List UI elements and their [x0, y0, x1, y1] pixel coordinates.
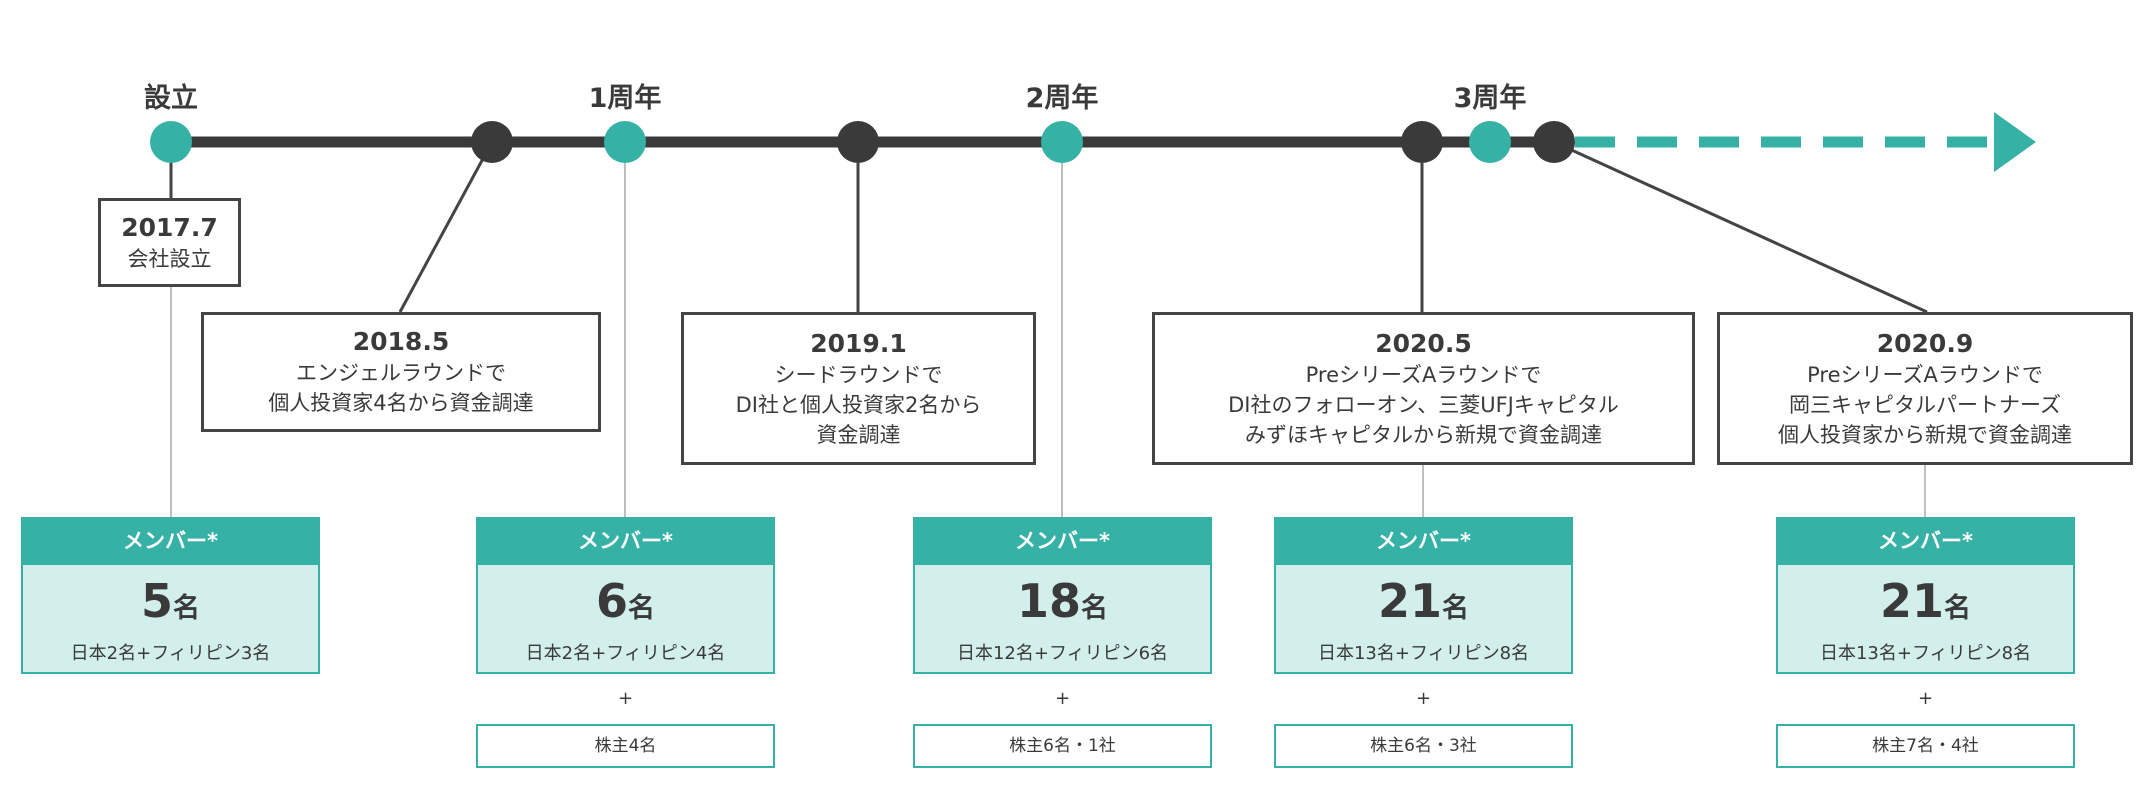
member-breakdown: 日本13名+フィリピン8名	[1317, 643, 1530, 664]
member-breakdown: 日本13名+フィリピン8名	[1819, 643, 2032, 664]
event-text: DI社のフォローオン、三菱UFJキャピタル	[1228, 392, 1619, 417]
member-count: 6名	[478, 571, 773, 639]
count-number: 6	[595, 574, 628, 628]
event-text: みずほキャピタルから新規で資金調達	[1245, 422, 1602, 447]
event-box: 2020.5 PreシリーズAラウンドで DI社のフォローオン、三菱UFJキャピタル…	[1152, 312, 1695, 465]
event-text: 個人投資家4名から資金調達	[268, 391, 534, 415]
count-unit: 名	[1944, 593, 1971, 624]
event-text: 個人投資家から新規で資金調達	[1778, 422, 2072, 447]
member-breakdown: 日本12名+フィリピン6名	[956, 643, 1169, 664]
event-date: 2020.9	[1876, 328, 1974, 358]
shareholders: 株主4名	[476, 724, 775, 768]
event-box: 2017.7 会社設立	[98, 198, 241, 287]
member-body: 6名日本2名+フィリピン4名	[476, 565, 775, 674]
arrow-head	[1994, 112, 2036, 172]
event-date: 2017.7	[121, 212, 218, 242]
member-header: メンバー*	[1776, 517, 2075, 565]
event-date: 2020.5	[1375, 328, 1472, 358]
shareholders: 株主7名・4社	[1776, 724, 2075, 768]
member-count: 18名	[915, 571, 1210, 639]
plus: +	[1415, 688, 1432, 709]
count-number: 21	[1377, 574, 1442, 628]
member-breakdown: 日本2名+フィリピン4名	[525, 643, 726, 664]
milestone-label: 1周年	[588, 83, 662, 114]
count-unit: 名	[1081, 593, 1108, 624]
shareholders: 株主6名・1社	[913, 724, 1212, 768]
connectors	[169, 140, 1928, 314]
member-header: メンバー*	[21, 517, 320, 565]
plus: +	[1054, 688, 1071, 709]
event-text: 資金調達	[816, 422, 901, 447]
member-count: 21名	[1778, 571, 2073, 639]
count-number: 21	[1879, 574, 1944, 628]
event-text: PreシリーズAラウンドで	[1807, 362, 2043, 387]
member-body: 5名日本2名+フィリピン3名	[21, 565, 320, 674]
event-box: 2020.9 PreシリーズAラウンドで 岡三キャピタルパートナーズ 個人投資家から新…	[1717, 312, 2133, 465]
milestone-label: 設立	[144, 83, 198, 114]
event-text: シードラウンドで	[774, 362, 943, 387]
member-connectors	[170, 142, 1926, 517]
member-count: 21名	[1276, 571, 1571, 639]
plus: +	[617, 688, 634, 709]
count-number: 18	[1016, 574, 1081, 628]
event-text: 会社設立	[127, 246, 212, 271]
milestone-label: 3周年	[1453, 83, 1527, 114]
count-unit: 名	[1442, 593, 1469, 624]
event-date: 2019.1	[810, 328, 907, 358]
event-box: 2018.5 エンジェルラウンドで個人投資家4名から資金調達	[201, 312, 601, 432]
count-unit: 名	[173, 593, 200, 624]
event-date: 2018.5	[352, 327, 450, 356]
shareholders: 株主6名・3社	[1274, 724, 1573, 768]
member-body: 18名日本12名+フィリピン6名	[913, 565, 1212, 674]
member-count: 5名	[23, 571, 318, 639]
member-body: 21名日本13名+フィリピン8名	[1776, 565, 2075, 674]
member-body: 21名日本13名+フィリピン8名	[1274, 565, 1573, 674]
event-text: DI社と個人投資家2名から	[735, 392, 982, 417]
plus: +	[1917, 688, 1934, 709]
event-text: PreシリーズAラウンドで	[1305, 362, 1542, 387]
count-number: 5	[140, 574, 173, 628]
event-box: 2019.1 シードラウンドで DI社と個人投資家2名から 資金調達	[681, 312, 1036, 465]
member-breakdown: 日本2名+フィリピン3名	[70, 643, 271, 664]
count-unit: 名	[628, 593, 655, 624]
member-header: メンバー*	[913, 517, 1212, 565]
milestone-label: 2周年	[1025, 83, 1099, 114]
event-text: エンジェルラウンドで	[296, 361, 506, 385]
member-header: メンバー*	[476, 517, 775, 565]
dots	[150, 121, 1575, 163]
member-header: メンバー*	[1274, 517, 1573, 565]
event-text: 岡三キャピタルパートナーズ	[1789, 392, 2061, 417]
